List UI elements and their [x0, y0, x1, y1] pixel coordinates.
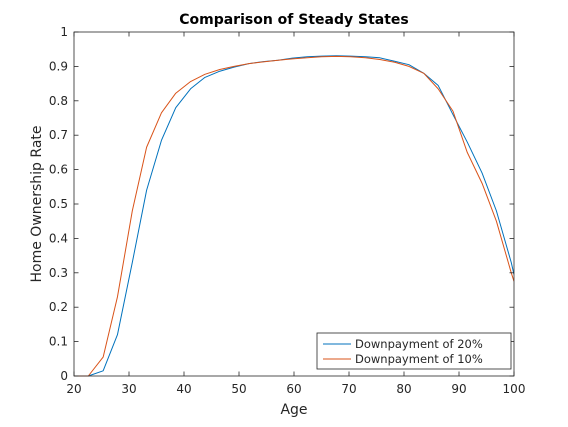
x-axis-title: Age	[280, 402, 307, 418]
y-tick-label: 0.7	[49, 128, 68, 142]
x-tick-label: 80	[396, 382, 411, 396]
legend-label-10: Downpayment of 10%	[355, 352, 483, 366]
x-tick-label: 20	[66, 382, 81, 396]
ticks-layer: 20 30 40 50 60 70 80 90 100 0 0.1 0.2 0.3 0.4 0.5 0.6 0.…	[49, 25, 526, 396]
y-tick-label: 0.4	[49, 231, 68, 245]
x-tick-label: 100	[503, 382, 526, 396]
series-layer	[74, 55, 514, 377]
series-line-0	[74, 55, 514, 377]
y-axis-title: Home Ownership Rate	[29, 125, 45, 282]
y-tick-label: 0.8	[49, 94, 68, 108]
x-tick-label: 60	[286, 382, 301, 396]
y-tick-label: 0.6	[49, 163, 68, 177]
x-tick-label: 70	[341, 382, 356, 396]
y-tick-label: 1	[60, 25, 68, 39]
y-tick-label: 0	[60, 369, 68, 383]
y-tick-label: 0.1	[49, 335, 68, 349]
legend-label-20: Downpayment of 20%	[355, 337, 483, 351]
y-tick-label: 0.3	[49, 266, 68, 280]
plot-area	[74, 32, 514, 376]
y-tick-label: 0.2	[49, 300, 68, 314]
x-tick-label: 90	[451, 382, 466, 396]
legend-box	[316, 332, 512, 370]
x-tick-label: 50	[231, 382, 246, 396]
series-line-1	[74, 55, 514, 377]
x-tick-label: 30	[121, 382, 136, 396]
y-tick-label: 0.5	[49, 197, 68, 211]
x-tick-label: 40	[176, 382, 191, 396]
legend: Downpayment of 20% Downpayment of 10%	[316, 332, 512, 370]
y-tick-label: 0.9	[49, 59, 68, 73]
chart-title: Comparison of Steady States	[179, 12, 409, 28]
